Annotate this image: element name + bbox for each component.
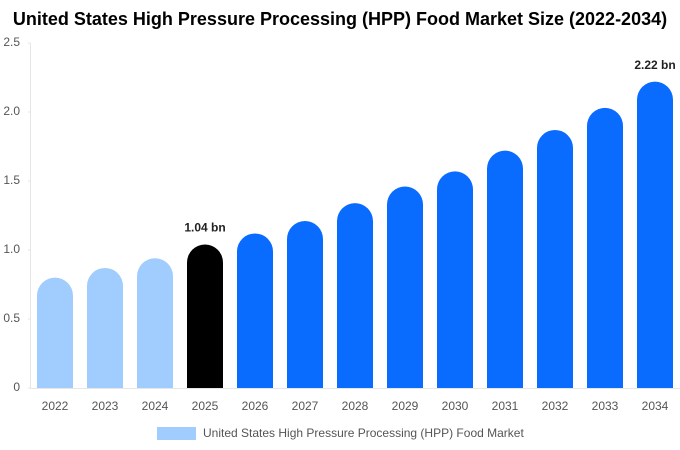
bar (637, 81, 673, 388)
chart-title: United States High Pressure Processing (… (13, 9, 667, 29)
x-tick-label: 2025 (192, 399, 219, 413)
x-tick-label: 2027 (292, 399, 319, 413)
x-tick-label: 2029 (392, 399, 419, 413)
y-tick-label: 1.5 (3, 173, 20, 187)
bar (387, 186, 423, 388)
y-tick-label: 0 (13, 380, 20, 394)
data-label: 1.04 bn (184, 221, 225, 235)
x-tick-label: 2024 (142, 399, 169, 413)
bar (137, 258, 173, 388)
x-tick-label: 2030 (442, 399, 469, 413)
bar (337, 203, 373, 388)
x-tick-label: 2026 (242, 399, 269, 413)
x-tick-label: 2022 (42, 399, 69, 413)
x-tick-label: 2023 (92, 399, 119, 413)
bar (87, 267, 123, 388)
legend-swatch (157, 427, 196, 440)
y-tick-label: 2.0 (3, 104, 20, 118)
x-tick-label: 2032 (542, 399, 569, 413)
bar (237, 233, 273, 388)
x-tick-label: 2033 (592, 399, 619, 413)
legend-label: United States High Pressure Processing (… (203, 426, 524, 440)
bar (287, 221, 323, 388)
bar (37, 277, 73, 388)
y-tick-label: 1.0 (3, 242, 20, 256)
bar (437, 171, 473, 388)
data-label: 2.22 bn (634, 58, 675, 72)
x-tick-label: 2028 (342, 399, 369, 413)
y-tick-label: 2.5 (3, 35, 20, 49)
x-tick-label: 2034 (642, 399, 669, 413)
y-tick-label: 0.5 (3, 311, 20, 325)
bar (187, 244, 223, 388)
x-tick-label: 2031 (492, 399, 519, 413)
bar (537, 129, 573, 388)
bar (487, 150, 523, 388)
bar (587, 107, 623, 389)
